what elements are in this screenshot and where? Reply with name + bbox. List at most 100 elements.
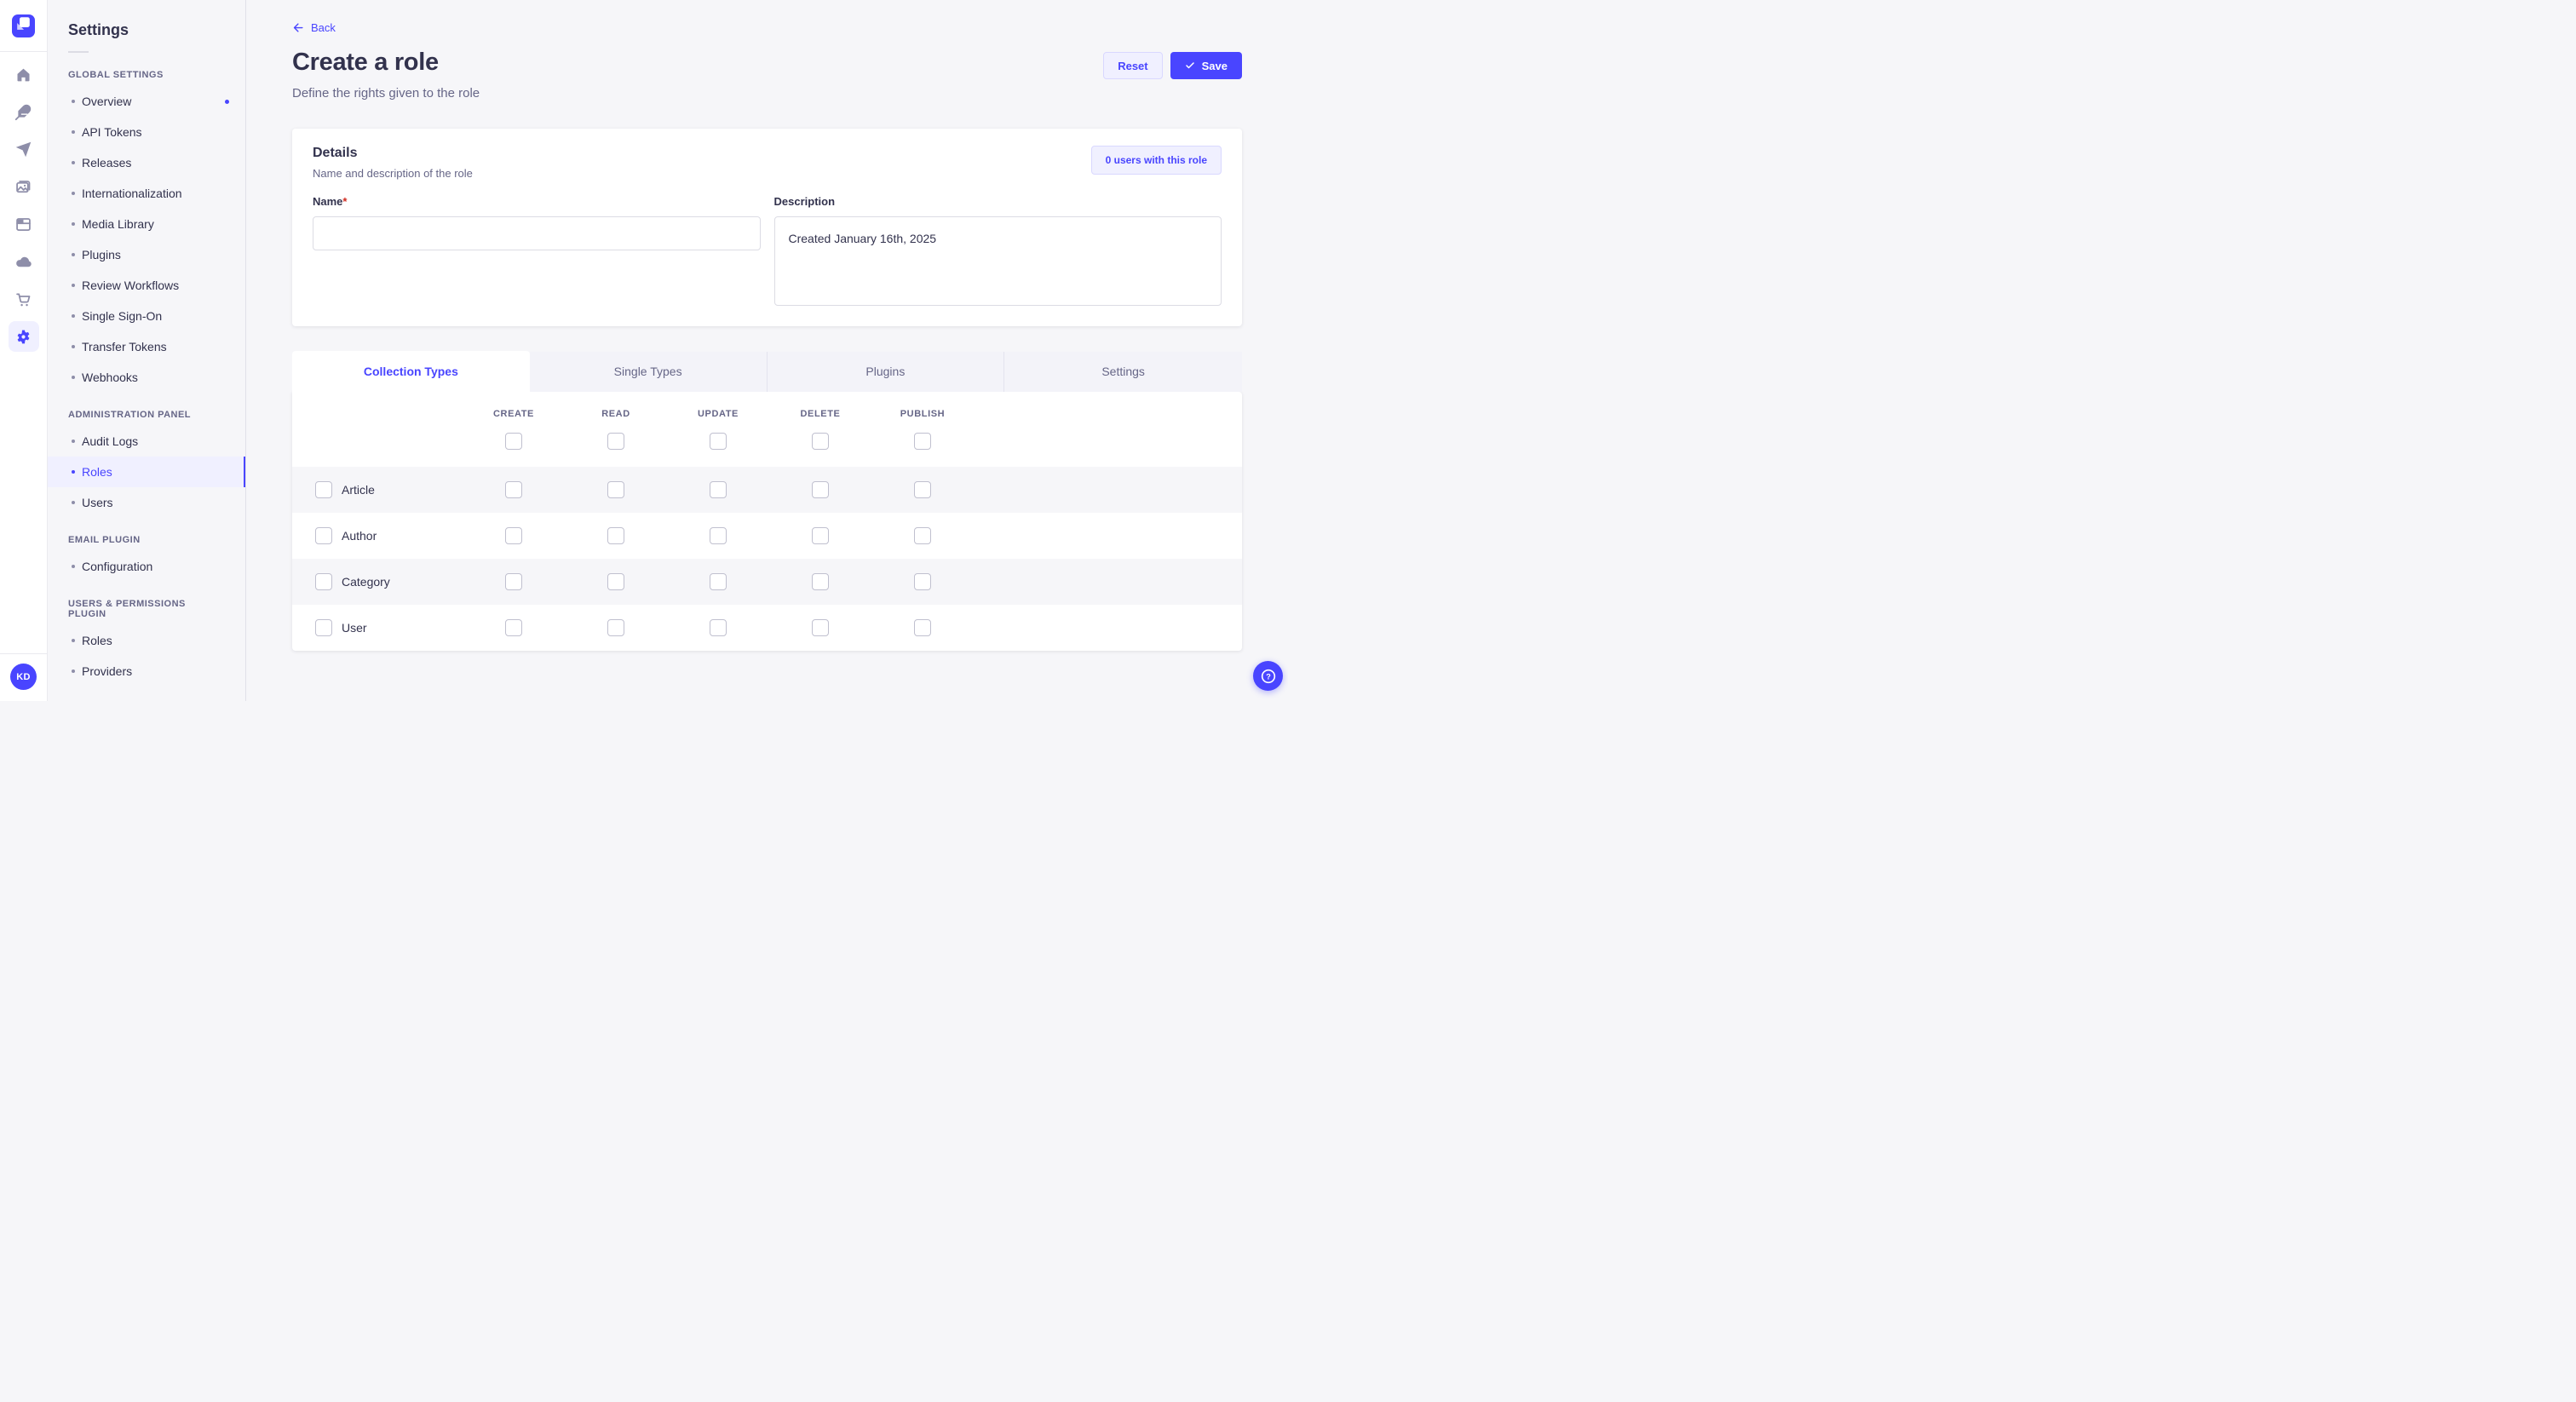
sidebar-item-releases[interactable]: Releases — [48, 147, 245, 178]
checkbox-select-all-read[interactable] — [607, 432, 624, 450]
cart-nav-button[interactable] — [9, 284, 39, 314]
settings-sidebar: Settings GLOBAL SETTINGS Overview API Toke… — [48, 0, 246, 701]
checkbox-author-delete[interactable] — [812, 526, 829, 544]
checkbox-author-read[interactable] — [607, 526, 624, 544]
details-title: Details — [313, 145, 358, 160]
sidebar-item-media-library[interactable]: Media Library — [48, 209, 245, 239]
help-button[interactable]: ? — [1253, 661, 1283, 691]
sidebar-item-review-workflows[interactable]: Review Workflows — [48, 270, 245, 301]
cloud-icon — [14, 253, 32, 271]
sidebar-item-plugins[interactable]: Plugins — [48, 239, 245, 270]
sidebar-item-configuration[interactable]: Configuration — [48, 551, 245, 582]
sidebar-item-transfer-tokens[interactable]: Transfer Tokens — [48, 331, 245, 362]
sidebar-item-single-sign-on[interactable]: Single Sign-On — [48, 301, 245, 331]
checkbox-row-author[interactable] — [315, 526, 332, 544]
avatar[interactable]: KD — [10, 664, 37, 690]
checkbox-article-update[interactable] — [710, 480, 727, 498]
sidebar-item-label: Overview — [82, 95, 132, 108]
settings-nav-button[interactable] — [8, 321, 39, 352]
tab-settings[interactable]: Settings — [1004, 351, 1242, 392]
checkbox-category-create[interactable] — [505, 572, 522, 590]
back-label: Back — [311, 21, 336, 34]
column-header-delete: DELETE — [800, 408, 841, 419]
sidebar-item-webhooks[interactable]: Webhooks — [48, 362, 245, 393]
strapi-logo-button[interactable] — [12, 14, 35, 37]
save-button[interactable]: Save — [1170, 52, 1242, 79]
permissions-section: Collection Types Single Types Plugins Setti… — [292, 350, 1242, 651]
checkbox-user-publish[interactable] — [914, 618, 931, 636]
checkbox-article-create[interactable] — [505, 480, 522, 498]
sidebar-item-overview[interactable]: Overview — [48, 86, 245, 117]
checkbox-user-delete[interactable] — [812, 618, 829, 636]
sidebar-item-api-tokens[interactable]: API Tokens — [48, 117, 245, 147]
sidebar-item-label: Roles — [82, 634, 112, 647]
paper-plane-nav-button[interactable] — [9, 134, 39, 164]
reset-button[interactable]: Reset — [1103, 52, 1163, 79]
sidebar-item-label: Single Sign-On — [82, 309, 163, 323]
checkbox-select-all-publish[interactable] — [914, 432, 931, 450]
details-form-row: Name* Description Created January 16th, … — [313, 194, 1222, 306]
sidebar-item-label: Audit Logs — [82, 434, 139, 448]
permissions-table: CREATE READ UPDATE DELETE PUBLISH Article Aut… — [292, 391, 1242, 651]
back-link[interactable]: Back — [292, 21, 336, 34]
column-header-update: UPDATE — [697, 408, 739, 419]
home-nav-button[interactable] — [9, 59, 39, 89]
checkbox-select-all-delete[interactable] — [812, 432, 829, 450]
checkbox-user-read[interactable] — [607, 618, 624, 636]
checkbox-article-delete[interactable] — [812, 480, 829, 498]
checkbox-category-read[interactable] — [607, 572, 624, 590]
checkbox-author-create[interactable] — [505, 526, 522, 544]
page-title: Create a role — [292, 49, 439, 76]
name-input[interactable] — [313, 215, 761, 250]
sidebar-item-roles[interactable]: Roles — [48, 457, 245, 487]
permission-row-article: Article — [292, 466, 1242, 513]
checkbox-category-delete[interactable] — [812, 572, 829, 590]
checkbox-category-publish[interactable] — [914, 572, 931, 590]
checkbox-select-all-update[interactable] — [710, 432, 727, 450]
checkbox-author-publish[interactable] — [914, 526, 931, 544]
checkbox-select-all-create[interactable] — [505, 432, 522, 450]
sidebar-item-roles[interactable]: Roles — [48, 625, 245, 656]
cloud-nav-button[interactable] — [9, 246, 39, 277]
row-label: Category — [342, 574, 390, 589]
sidebar-item-label: Transfer Tokens — [82, 340, 167, 353]
sidebar-item-label: Internationalization — [82, 187, 182, 200]
strapi-logo-icon — [12, 12, 35, 39]
permissions-rows: Article Author Category User — [292, 466, 1242, 651]
sidebar-title-divider — [68, 51, 89, 53]
sidebar-item-internationalization[interactable]: Internationalization — [48, 178, 245, 209]
tab-single-types[interactable]: Single Types — [529, 351, 768, 392]
column-header-read: READ — [601, 408, 630, 419]
checkbox-row-user[interactable] — [315, 618, 332, 636]
row-label: Author — [342, 528, 377, 543]
checkbox-row-article[interactable] — [315, 480, 332, 498]
description-textarea[interactable]: Created January 16th, 2025 — [773, 215, 1222, 306]
media-nav-button[interactable] — [9, 171, 39, 202]
details-card-header: Details Name and description of the role… — [313, 145, 1222, 180]
tab-plugins[interactable]: Plugins — [767, 351, 1005, 392]
icon-rail: KD — [0, 0, 48, 701]
sidebar-item-audit-logs[interactable]: Audit Logs — [48, 426, 245, 457]
checkbox-user-create[interactable] — [505, 618, 522, 636]
sidebar-item-label: Roles — [82, 465, 112, 479]
permissions-tabbar: Collection Types Single Types Plugins Setti… — [292, 350, 1242, 392]
layout-nav-button[interactable] — [9, 209, 39, 239]
cart-icon — [14, 290, 32, 308]
checkbox-category-update[interactable] — [710, 572, 727, 590]
users-with-role-badge[interactable]: 0 users with this role — [1090, 145, 1222, 175]
sidebar-item-users[interactable]: Users — [48, 487, 245, 518]
feather-nav-button[interactable] — [9, 96, 39, 127]
checkbox-article-publish[interactable] — [914, 480, 931, 498]
row-label-cell: Category — [292, 572, 390, 590]
tab-collection-types[interactable]: Collection Types — [292, 350, 530, 392]
details-card-titles: Details Name and description of the role — [313, 146, 473, 180]
checkbox-user-update[interactable] — [710, 618, 727, 636]
check-icon — [1185, 60, 1195, 71]
sidebar-sections: GLOBAL SETTINGS Overview API Tokens Release… — [48, 70, 245, 687]
checkbox-row-category[interactable] — [315, 572, 332, 590]
checkbox-author-update[interactable] — [710, 526, 727, 544]
sidebar-item-label: Configuration — [82, 560, 153, 573]
sidebar-item-providers[interactable]: Providers — [48, 656, 245, 687]
checkbox-article-read[interactable] — [607, 480, 624, 498]
page-header-text: Create a role Define the rights given to… — [292, 49, 480, 101]
